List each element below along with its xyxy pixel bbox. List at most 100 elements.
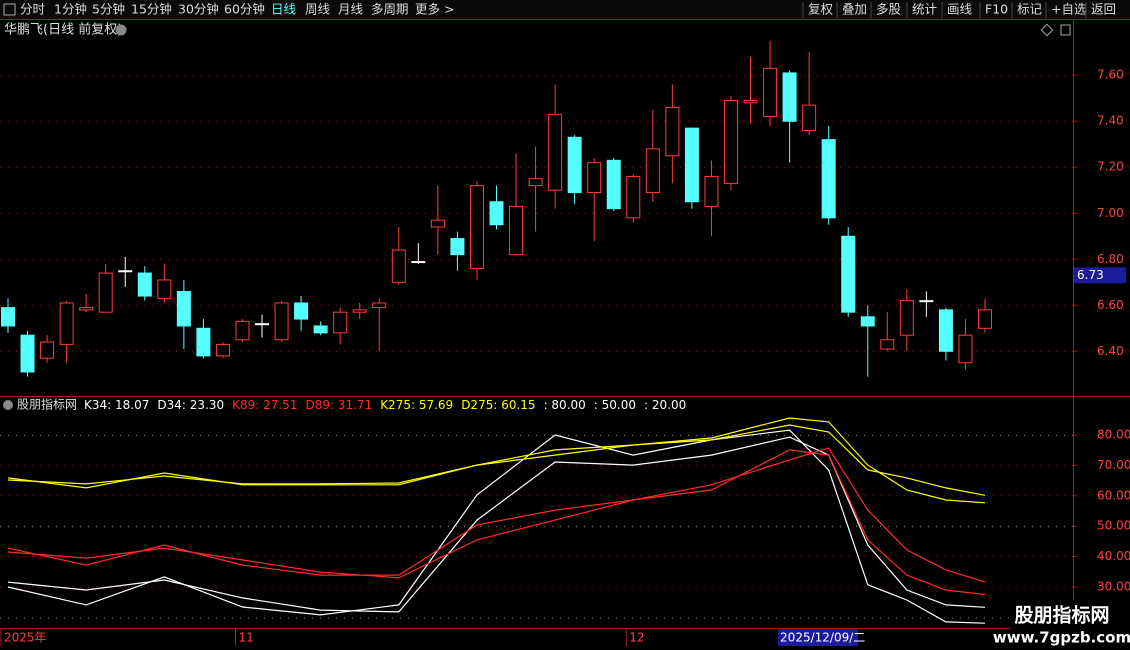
- legend-sep: :: [411, 398, 419, 412]
- candle-body: [20, 334, 35, 373]
- y-tick-label: 6.60: [1097, 298, 1124, 312]
- y-tick-label: 70.00: [1097, 458, 1130, 472]
- candle-body: [352, 309, 367, 313]
- candle-body: [763, 67, 778, 118]
- ref-level: : 80.00: [544, 398, 586, 412]
- toolbar-tab[interactable]: 1分钟: [54, 2, 87, 17]
- legend-value: 57.69: [419, 398, 453, 412]
- legend-name: K275: [380, 398, 411, 412]
- legend-name: D34: [157, 398, 182, 412]
- candle-body: [118, 270, 133, 273]
- y-tick-label: 50.00: [1097, 519, 1130, 533]
- toolbar-tab[interactable]: 15分钟: [131, 2, 172, 17]
- y-tick-label: 6.40: [1097, 344, 1124, 358]
- legend-value: 18.07: [115, 398, 149, 412]
- candle-body: [743, 100, 758, 104]
- candle-body: [880, 339, 895, 350]
- candle-body: [684, 127, 699, 203]
- legend-value: 31.71: [338, 398, 372, 412]
- candle-body: [919, 300, 934, 303]
- toolbar-tab[interactable]: 周线: [305, 2, 331, 17]
- toolbar-button[interactable]: 叠加: [842, 2, 867, 17]
- candle-body: [372, 302, 387, 309]
- toolbar-tab[interactable]: 日线: [271, 2, 297, 17]
- toolbar-tab[interactable]: 60分钟: [224, 2, 265, 17]
- toolbar-tab[interactable]: 5分钟: [92, 2, 125, 17]
- candle-body: [391, 249, 406, 283]
- legend-sep: :: [594, 398, 602, 412]
- candle-body: [196, 327, 211, 357]
- candle-body: [274, 302, 289, 341]
- y-tick-label: 7.00: [1097, 206, 1124, 220]
- candle-body: [548, 113, 563, 191]
- indicator-menu[interactable]: [3, 400, 13, 410]
- candle-body: [606, 159, 621, 210]
- toolbar-button[interactable]: +自选: [1051, 2, 1087, 17]
- candle-body: [860, 316, 875, 327]
- candle-body: [313, 325, 328, 334]
- candle-body: [79, 307, 94, 311]
- toolbar-button[interactable]: 多股: [876, 2, 902, 17]
- toolbar-tab[interactable]: 多周期: [371, 2, 409, 17]
- legend-item: D34: 23.30: [157, 398, 224, 412]
- toolbar-tab[interactable]: 分时: [20, 2, 46, 17]
- legend-value: 60.15: [501, 398, 535, 412]
- indicator-line: [7, 449, 986, 596]
- ref-level-label: 20.00: [652, 398, 686, 412]
- toolbar-button[interactable]: 统计: [912, 2, 937, 17]
- candle-body: [411, 261, 426, 264]
- date-label: 12: [629, 631, 644, 645]
- candle-body: [899, 300, 914, 336]
- watermark-box: [1010, 600, 1130, 650]
- toolbar-tab[interactable]: 30分钟: [178, 2, 219, 17]
- date-label: 2025年: [4, 631, 47, 645]
- indicator-line: [7, 447, 986, 583]
- candle-body: [528, 178, 543, 187]
- candle-body: [235, 320, 250, 341]
- menu-icon[interactable]: [3, 3, 16, 16]
- candle-body: [489, 201, 504, 226]
- legend-sep: :: [330, 398, 338, 412]
- toolbar-button[interactable]: F10: [985, 2, 1008, 17]
- toolbar-tab[interactable]: 更多 >: [415, 2, 454, 17]
- candle-body: [938, 309, 953, 352]
- candle-body: [723, 100, 738, 184]
- candle-body: [626, 175, 641, 219]
- legend-item: K34: 18.07: [84, 398, 149, 412]
- stock-title: 华鹏飞(日线 前复权): [4, 22, 122, 38]
- title-menu[interactable]: [115, 24, 127, 36]
- panel-icon[interactable]: [1060, 24, 1071, 36]
- panel-icon[interactable]: [1040, 23, 1054, 37]
- candle-body: [215, 343, 230, 357]
- y-tick-label: 60.00: [1097, 488, 1130, 502]
- last-price-label: 6.73: [1077, 268, 1104, 282]
- candle-body: [978, 309, 992, 329]
- y-tick-label: 6.80: [1097, 252, 1124, 266]
- legend-sep: :: [544, 398, 552, 412]
- candle-body: [255, 323, 270, 326]
- toolbar-button[interactable]: 返回: [1091, 2, 1116, 17]
- last-price-badge: [1074, 267, 1126, 284]
- candle-body: [333, 311, 348, 334]
- toolbar-button[interactable]: 标记: [1017, 2, 1043, 17]
- candle-body: [821, 139, 836, 219]
- legend-item: K89: 27.51: [232, 398, 297, 412]
- legend-value: 23.30: [190, 398, 224, 412]
- candle-body: [294, 302, 309, 320]
- cursor-date: 2025/12/09/二: [780, 631, 865, 645]
- legend-item: K275: 57.69: [380, 398, 453, 412]
- indicator-line: [7, 417, 986, 504]
- candle-body: [469, 185, 484, 269]
- y-tick-label: 7.60: [1097, 68, 1124, 82]
- y-tick-label: 30.00: [1097, 579, 1130, 593]
- toolbar-tab[interactable]: 月线: [338, 2, 364, 17]
- legend-name: D89: [305, 398, 330, 412]
- toolbar-button[interactable]: 复权: [808, 2, 834, 17]
- candle-body: [176, 290, 191, 327]
- candle-body: [40, 341, 55, 359]
- ref-level-label: 50.00: [602, 398, 636, 412]
- candle-body: [137, 272, 152, 297]
- candle-body: [1, 307, 15, 327]
- toolbar-button[interactable]: 画线: [947, 2, 973, 17]
